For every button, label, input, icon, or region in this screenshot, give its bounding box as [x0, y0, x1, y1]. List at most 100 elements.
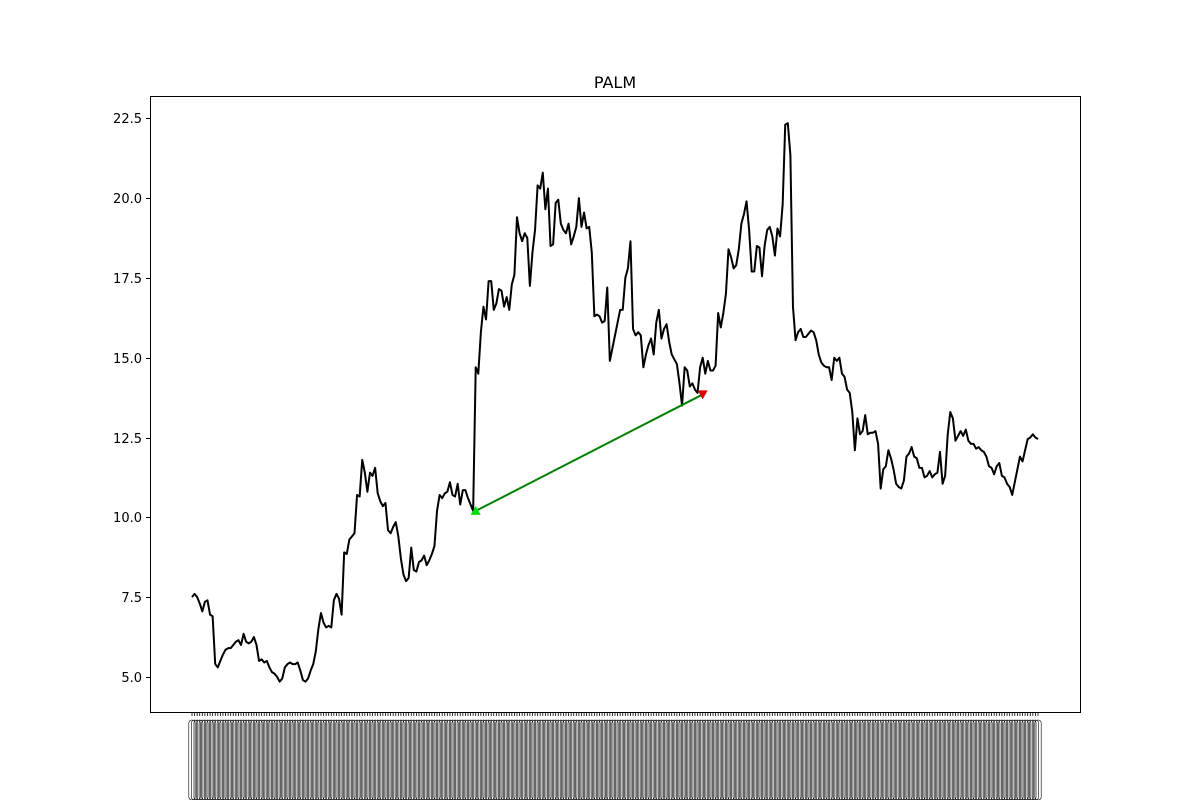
x-tick-label: [691, 719, 699, 800]
x-tick-label: [838, 719, 846, 800]
x-tick-label: [823, 719, 830, 800]
x-tick-label: [552, 719, 560, 800]
x-tick-label: [619, 719, 627, 800]
x-tick-label: [642, 719, 650, 800]
x-tick-label: [291, 719, 299, 800]
x-tick-label: [309, 719, 317, 800]
y-tick-label: 22.5: [113, 112, 142, 127]
x-tick-label: [784, 719, 792, 800]
x-tick-label: [590, 719, 598, 800]
x-tick-label: [410, 719, 418, 800]
x-tick-label: [629, 719, 637, 800]
x-tick-label: [227, 719, 235, 800]
x-tick-label: [614, 719, 622, 800]
x-tick-label: [320, 719, 328, 800]
x-tick-label: [374, 719, 382, 800]
x-tick-label: [539, 719, 547, 800]
x-tick-label: [536, 719, 544, 800]
x-tick-label: [835, 719, 843, 800]
x-tick-label: [714, 719, 722, 800]
x-tick-label: [675, 719, 683, 800]
x-tick-label: [461, 719, 469, 800]
x-tick-label: [990, 719, 998, 800]
x-tick-label: [469, 719, 477, 800]
x-tick-label: [861, 719, 869, 800]
x-tick-label: [967, 719, 975, 800]
x-tick-label: [258, 719, 266, 800]
x-tick-label: [768, 719, 776, 800]
plot-area: [150, 96, 1081, 713]
x-tick-label: [621, 719, 629, 800]
x-tick-label: [547, 719, 555, 800]
x-tick-label: [379, 719, 387, 800]
x-tick-label: [554, 719, 562, 800]
x-tick-label: [255, 719, 263, 800]
x-tick-label: [322, 719, 330, 800]
x-tick-label: [314, 719, 322, 800]
x-tick-label: [428, 719, 436, 800]
y-tick-label: 10.0: [113, 511, 142, 526]
x-tick-label: [271, 719, 279, 800]
x-tick-label: [371, 719, 379, 800]
x-tick-label: [719, 719, 727, 800]
x-tick-label: [232, 719, 240, 800]
x-tick-label: [332, 719, 340, 800]
x-tick-label: [732, 719, 740, 800]
x-tick-label: [593, 719, 601, 800]
x-tick-label: [523, 719, 531, 800]
x-tick-label: [441, 719, 449, 800]
x-tick-label: [812, 719, 820, 800]
x-tick-label: [516, 719, 524, 800]
x-tick-label: [985, 719, 993, 800]
x-tick-label: [343, 719, 351, 800]
x-tick-label: [626, 719, 634, 800]
y-tick-label: 15.0: [113, 352, 142, 367]
x-tick-label: [616, 719, 624, 800]
x-tick-label: [799, 719, 807, 800]
x-tick-label: [572, 719, 580, 800]
x-tick-label: [1013, 719, 1021, 800]
x-tick-label: [794, 719, 802, 800]
x-tick-label: [598, 719, 606, 800]
x-tick-label: [418, 719, 426, 800]
x-tick-label: [492, 719, 500, 800]
price-line: [191, 122, 1039, 683]
x-tick-label: [1029, 719, 1037, 800]
x-tick-label: [454, 719, 462, 800]
x-tick-label: [340, 719, 348, 800]
x-tick-label: [761, 719, 769, 800]
x-tick-label: [717, 719, 725, 800]
x-tick-label: [892, 719, 900, 800]
buy-marker: [470, 505, 481, 515]
x-tick-label: [500, 719, 508, 800]
x-tick-label: [229, 719, 237, 800]
x-tick-label: [884, 719, 892, 800]
x-tick-label: [786, 719, 794, 800]
x-tick-label: [369, 719, 377, 800]
x-tick-label: [977, 719, 985, 800]
x-tick-label: [972, 719, 980, 800]
x-tick-label: [957, 719, 965, 800]
x-tick-label: [353, 719, 361, 800]
x-tick-label: [482, 719, 490, 800]
x-tick-label: [196, 719, 204, 800]
x-tick-label: [841, 719, 849, 800]
x-tick-label: [766, 719, 774, 800]
x-tick-label: [467, 719, 475, 800]
x-tick-label: [897, 719, 905, 800]
x-tick-label: [817, 719, 825, 800]
x-tick-label: [915, 719, 923, 800]
x-tick-label: [577, 719, 585, 800]
x-tick-label: [962, 719, 970, 800]
x-tick-label: [252, 719, 260, 800]
y-axis: 5.0 7.5 10.0 12.5 15.0 17.5 20.0 22.5: [113, 112, 150, 686]
x-tick-label: [902, 719, 910, 800]
y-tick-label: 12.5: [113, 432, 142, 447]
x-tick-label: [908, 719, 916, 800]
x-tick-label: [887, 719, 895, 800]
x-tick-label: [921, 719, 929, 800]
x-tick-label: [724, 719, 732, 800]
x-tick-label: [663, 719, 671, 800]
x-tick-label: [1011, 719, 1019, 800]
x-tick-label: [624, 719, 632, 800]
